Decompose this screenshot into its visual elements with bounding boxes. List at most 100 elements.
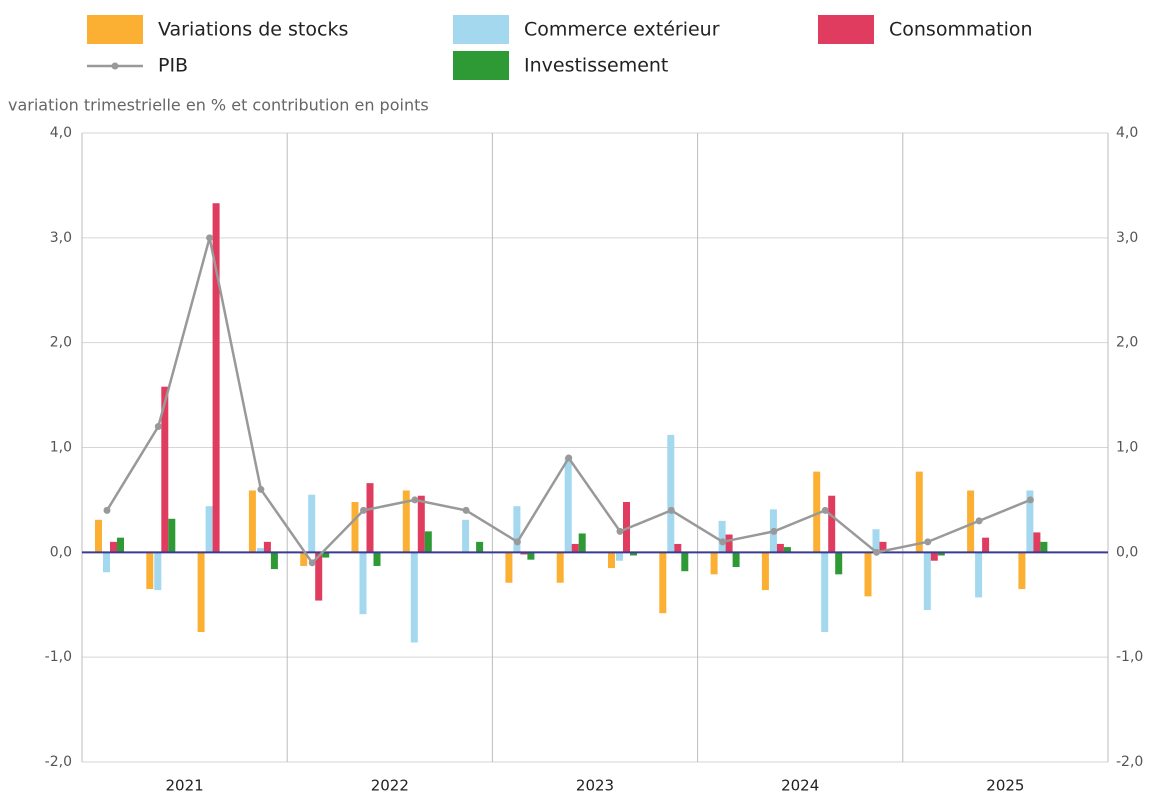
bar	[315, 552, 323, 601]
x-tick-label: 2022	[371, 777, 409, 795]
bar	[462, 519, 470, 553]
legend: Variations de stocks Commerce extérieur Co…	[87, 15, 1033, 80]
bar	[300, 552, 308, 566]
bar	[270, 552, 278, 570]
line-point	[873, 548, 880, 556]
y2-tick-label: 2,0	[1116, 335, 1138, 351]
bar	[930, 552, 938, 561]
bar	[578, 533, 586, 553]
bar	[95, 519, 102, 553]
bar	[212, 203, 220, 553]
bar	[1040, 541, 1048, 553]
bar	[527, 552, 535, 560]
x-tick-label: 2021	[166, 777, 204, 795]
line-point	[154, 423, 162, 431]
line-point	[411, 496, 419, 504]
bar	[616, 552, 623, 561]
bar	[373, 552, 381, 566]
bar	[117, 537, 124, 553]
y2-tick-label: 4,0	[1116, 125, 1138, 141]
line-point	[975, 517, 983, 525]
bar	[1018, 552, 1026, 590]
line-point	[462, 506, 470, 514]
bar	[197, 552, 205, 633]
line-point	[513, 538, 521, 546]
y-tick-label: 4,0	[50, 125, 72, 141]
y-tick-label: 0,0	[50, 544, 72, 560]
x-tick-label: 2024	[781, 777, 819, 795]
x-tick-label: 2023	[576, 777, 614, 795]
bar	[982, 537, 990, 553]
bar	[366, 483, 374, 553]
y2-tick-label: 0,0	[1116, 544, 1138, 560]
bar	[410, 552, 418, 643]
y-axis-label: variation trimestrielle en % et contribu…	[8, 96, 429, 115]
y-tick-label: 2,0	[50, 335, 72, 351]
bar	[248, 490, 256, 553]
legend-swatch	[453, 51, 509, 80]
bar	[571, 543, 579, 553]
bar	[505, 552, 513, 583]
legend-label: Variations de stocks	[158, 19, 348, 41]
bar	[359, 552, 367, 615]
bar	[110, 541, 117, 553]
legend-label: Commerce extérieur	[524, 19, 720, 41]
bar	[821, 552, 829, 633]
bar	[872, 529, 880, 553]
bar	[710, 552, 718, 575]
bar	[783, 547, 791, 553]
bar	[1033, 532, 1041, 553]
bar	[667, 434, 675, 553]
y2-tick-label: 3,0	[1116, 230, 1138, 246]
bar	[659, 552, 667, 614]
legend-label: Consommation	[889, 19, 1033, 41]
bar	[828, 495, 836, 553]
bar	[732, 552, 740, 568]
bar	[520, 552, 528, 555]
bar	[308, 494, 316, 553]
bar	[975, 552, 983, 598]
legend-label: PIB	[158, 55, 188, 77]
bar	[630, 552, 637, 556]
bar	[967, 490, 975, 553]
bar	[835, 552, 843, 575]
bar	[937, 552, 945, 556]
legend-swatch	[818, 15, 874, 44]
legend-label: Investissement	[524, 55, 668, 77]
y-tick-label: -1,0	[45, 649, 72, 665]
bar	[146, 552, 154, 590]
y2-tick-label: -1,0	[1116, 649, 1143, 665]
bar	[725, 534, 733, 553]
bar	[154, 552, 162, 591]
bar	[556, 552, 564, 583]
x-tick-label: 2025	[986, 777, 1024, 795]
line-point	[565, 454, 573, 462]
y2-tick-label: -2,0	[1116, 754, 1143, 770]
y-tick-label: 3,0	[50, 230, 72, 246]
legend-swatch	[453, 15, 509, 44]
bar	[351, 502, 359, 553]
line-point	[719, 538, 727, 546]
y-tick-label: -2,0	[45, 754, 72, 770]
bar	[424, 531, 432, 553]
line-point	[206, 234, 214, 242]
bar	[879, 541, 887, 553]
bar	[263, 541, 271, 553]
bar	[161, 386, 169, 553]
y-tick-label: 1,0	[50, 440, 72, 456]
bar	[623, 502, 630, 553]
bar	[322, 552, 330, 558]
bar	[923, 552, 931, 610]
line-point	[257, 485, 265, 493]
bar	[864, 552, 872, 597]
line-point	[1026, 496, 1034, 504]
bar	[513, 506, 521, 553]
bar	[205, 506, 213, 553]
bar	[256, 548, 264, 553]
bar	[417, 495, 425, 553]
line-point	[308, 559, 316, 567]
bar	[681, 552, 689, 572]
y2-tick-label: 1,0	[1116, 440, 1138, 456]
